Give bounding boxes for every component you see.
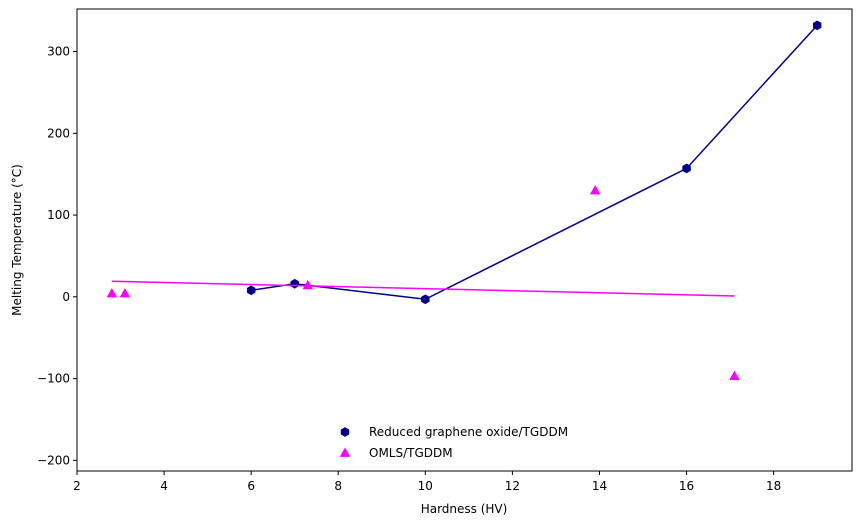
- data-point-0-1: [290, 278, 299, 289]
- x-axis-label: Hardness (HV): [421, 502, 508, 516]
- plot-frame: [76, 8, 853, 472]
- legend-marker-0: [340, 427, 350, 437]
- data-point-0-0: [246, 285, 256, 296]
- data-point-1-1: [119, 288, 131, 298]
- data-point-1-3: [589, 185, 601, 195]
- x-tick-label: 6: [247, 479, 255, 493]
- y-axis: −200 −100 0 100 200 300: [37, 45, 77, 467]
- x-tick-label: 10: [418, 479, 433, 493]
- trend-line-1: [111, 280, 735, 297]
- x-tick-label: 14: [592, 479, 607, 493]
- data-point-1-2: [302, 279, 313, 290]
- legend-label-0: Reduced graphene oxide/TGDDM: [369, 425, 568, 439]
- y-tick-label: 300: [47, 45, 70, 59]
- y-tick-label: −200: [37, 453, 70, 467]
- y-axis-label: Melting Temperature (°C): [10, 164, 24, 316]
- y-tick-label: 200: [47, 126, 70, 140]
- y-tick-label: 100: [47, 208, 70, 222]
- data-point-0-3: [682, 163, 691, 174]
- y-tick-label: −100: [37, 372, 70, 386]
- x-tick-label: 4: [160, 479, 168, 493]
- x-tick-label: 12: [505, 479, 520, 493]
- legend-label-1: OMLS/TGDDM: [369, 446, 453, 460]
- y-tick-label: 0: [62, 290, 70, 304]
- data-point-1-4: [729, 370, 740, 380]
- x-tick-label: 18: [766, 479, 781, 493]
- legend-marker-1: [339, 447, 351, 457]
- plot-area: [106, 20, 822, 380]
- data-point-0-2: [421, 294, 430, 305]
- data-point-1-0: [106, 288, 118, 298]
- x-tick-label: 8: [334, 479, 342, 493]
- x-tick-label: 16: [679, 479, 694, 493]
- data-point-0-4: [812, 20, 822, 31]
- legend: Reduced graphene oxide/TGDDM OMLS/TGDDM: [339, 425, 568, 460]
- series-line-0: [251, 24, 818, 301]
- x-tick-label: 2: [73, 479, 81, 493]
- x-axis: 2 4 6 8 10 12 14 16 18: [73, 471, 781, 493]
